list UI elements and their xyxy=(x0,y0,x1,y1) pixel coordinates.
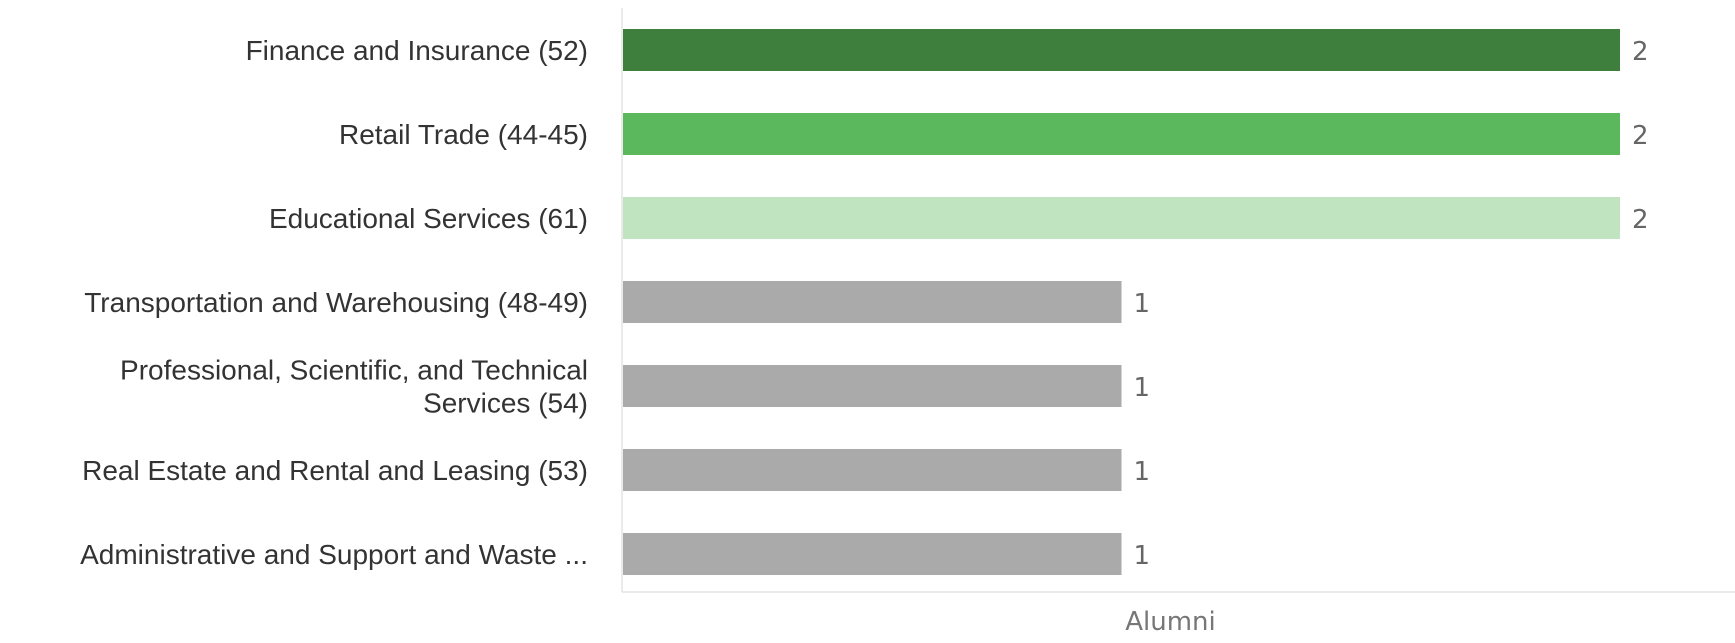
value-labels-layer: 2 2 2 1 1 1 1 xyxy=(1134,37,1649,571)
category-label-line: Educational Services (61) xyxy=(269,203,588,234)
category-labels-layer: Finance and Insurance (52) Retail Trade (… xyxy=(80,35,588,570)
category-label-line: Retail Trade (44-45) xyxy=(339,119,588,150)
bar-value-label: 1 xyxy=(1134,373,1151,403)
category-label: Educational Services (61) xyxy=(269,203,588,234)
bar-value-label: 1 xyxy=(1134,541,1151,571)
category-label-line: Transportation and Warehousing (48-49) xyxy=(84,287,588,318)
bar-value-label: 2 xyxy=(1632,121,1649,151)
bar[interactable] xyxy=(623,113,1620,155)
category-label-line: Real Estate and Rental and Leasing (53) xyxy=(82,455,588,486)
category-label: Professional, Scientific, and TechnicalS… xyxy=(120,355,588,419)
bar[interactable] xyxy=(623,365,1122,407)
bar-value-label: 2 xyxy=(1632,205,1649,235)
category-label: Administrative and Support and Waste ... xyxy=(80,539,588,570)
category-label-line: Finance and Insurance (52) xyxy=(246,35,588,66)
bar[interactable] xyxy=(623,449,1122,491)
bar[interactable] xyxy=(623,281,1122,323)
bar[interactable] xyxy=(623,197,1620,239)
category-label: Finance and Insurance (52) xyxy=(246,35,588,66)
bar-value-label: 1 xyxy=(1134,289,1151,319)
x-axis-title: Alumni xyxy=(1125,607,1216,637)
category-label: Real Estate and Rental and Leasing (53) xyxy=(82,455,588,486)
bar[interactable] xyxy=(623,29,1620,71)
axis-layer: Alumni xyxy=(621,8,1735,637)
bar[interactable] xyxy=(623,533,1122,575)
category-label: Retail Trade (44-45) xyxy=(339,119,588,150)
bar-value-label: 1 xyxy=(1134,457,1151,487)
category-label-line: Administrative and Support and Waste ... xyxy=(80,539,588,570)
category-label-line: Professional, Scientific, and Technical xyxy=(120,355,588,386)
bar-value-label: 2 xyxy=(1632,37,1649,67)
category-label-line: Services (54) xyxy=(423,388,588,419)
bars-layer xyxy=(623,29,1620,575)
category-label: Transportation and Warehousing (48-49) xyxy=(84,287,588,318)
